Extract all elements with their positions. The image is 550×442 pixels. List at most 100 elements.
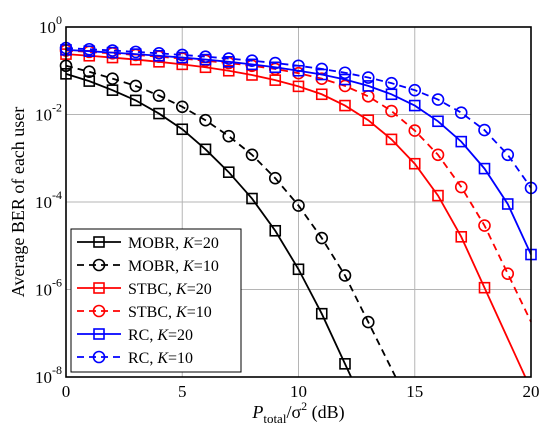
series-3: [60, 48, 527, 378]
data-point: [315, 88, 328, 101]
legend-label: STBC, K=20: [128, 281, 212, 298]
plot-frame: [65, 26, 532, 378]
data-point: [106, 72, 119, 85]
data-point: [199, 143, 212, 156]
data-point: [338, 66, 352, 80]
data-point: [152, 89, 166, 102]
data-point: [175, 48, 189, 62]
data-point: [292, 80, 305, 93]
legend-label: MOBR, K=20: [128, 235, 219, 252]
data-point: [268, 171, 282, 185]
data-point: [432, 189, 444, 202]
data-point: [315, 307, 328, 320]
data-point: [408, 124, 422, 137]
data-point: [361, 315, 375, 329]
x-axis-label: Ptotal/σ2 (dB): [251, 399, 344, 426]
data-point: [408, 99, 421, 112]
data-point: [361, 90, 375, 103]
x-label-sub: total: [263, 411, 286, 426]
data-point: [82, 65, 96, 79]
series-line: [65, 72, 352, 378]
data-point: [339, 358, 351, 370]
y-axis-label: Average BER of each user: [8, 107, 28, 298]
data-point: [292, 59, 305, 73]
legend-item: RC, K=10: [77, 350, 193, 367]
data-point: [269, 224, 282, 237]
data-point: [408, 83, 422, 97]
x-tick-label: 15: [406, 382, 423, 401]
data-point: [385, 76, 398, 90]
legend-label: RC, K=10: [128, 350, 193, 367]
data-point: [222, 52, 236, 65]
data-point: [362, 114, 375, 127]
data-point: [245, 54, 259, 67]
data-point: [455, 231, 468, 243]
x-label-rest: /σ: [286, 402, 301, 422]
tick-labels: 0 5 10 15 20 100 10-2 10-4 10-6 10-8: [35, 13, 540, 401]
x-tick-label: 5: [178, 382, 187, 401]
legend-marker: [92, 304, 106, 318]
data-point: [106, 84, 119, 96]
data-point: [478, 162, 491, 175]
x-label-unit: (dB): [307, 402, 345, 423]
data-point: [362, 80, 375, 92]
legend-item: RC, K=20: [77, 327, 193, 344]
legend-marker: [93, 328, 105, 340]
data-point: [501, 198, 514, 210]
data-point: [478, 219, 491, 232]
data-point: [82, 42, 96, 56]
legend-label: MOBR, K=10: [128, 258, 219, 275]
data-point: [454, 180, 468, 194]
legend-marker: [92, 258, 106, 272]
legend-box: [70, 228, 242, 373]
series-1: [60, 68, 352, 378]
series-layer: [59, 41, 538, 378]
y-tick-label: 10-4: [35, 188, 62, 212]
x-tick-label: 10: [290, 382, 307, 401]
legend-label: STBC, K=10: [128, 304, 212, 321]
data-point: [385, 104, 398, 118]
data-point: [455, 135, 468, 148]
data-point: [222, 64, 235, 77]
legend-marker: [93, 236, 105, 248]
data-point: [106, 44, 119, 57]
data-point: [385, 133, 398, 146]
data-point: [199, 50, 212, 63]
data-point: [408, 157, 421, 170]
data-point: [454, 106, 468, 119]
series-6: [59, 41, 538, 195]
data-point: [129, 45, 143, 59]
data-point: [199, 113, 212, 127]
data-point: [339, 99, 351, 112]
series-line: [65, 47, 532, 189]
legend-item: MOBR, K=10: [77, 258, 219, 275]
data-point: [245, 148, 259, 162]
data-point: [478, 281, 491, 294]
data-point: [501, 148, 515, 162]
data-point: [431, 148, 445, 162]
data-point: [501, 267, 515, 280]
x-tick-label: 20: [523, 382, 540, 401]
data-point: [431, 93, 445, 106]
legend-item: STBC, K=20: [77, 281, 212, 298]
data-point: [176, 123, 189, 136]
x-label-sup: 2: [301, 399, 307, 413]
data-point: [338, 269, 352, 282]
data-point: [83, 75, 96, 87]
legend-item: STBC, K=10: [77, 304, 212, 321]
y-tick-label: 100: [39, 13, 62, 37]
data-point: [129, 94, 142, 107]
legend-marker: [93, 282, 105, 294]
data-point: [153, 107, 165, 120]
data-point: [129, 79, 143, 93]
data-point: [315, 231, 329, 245]
x-label-main: P: [251, 402, 263, 422]
data-point: [432, 115, 444, 128]
data-point: [339, 73, 351, 86]
data-point: [361, 71, 375, 84]
data-point: [292, 199, 305, 212]
legend-marker: [92, 350, 106, 364]
data-point: [176, 58, 189, 71]
x-tick-label: 0: [62, 382, 71, 401]
